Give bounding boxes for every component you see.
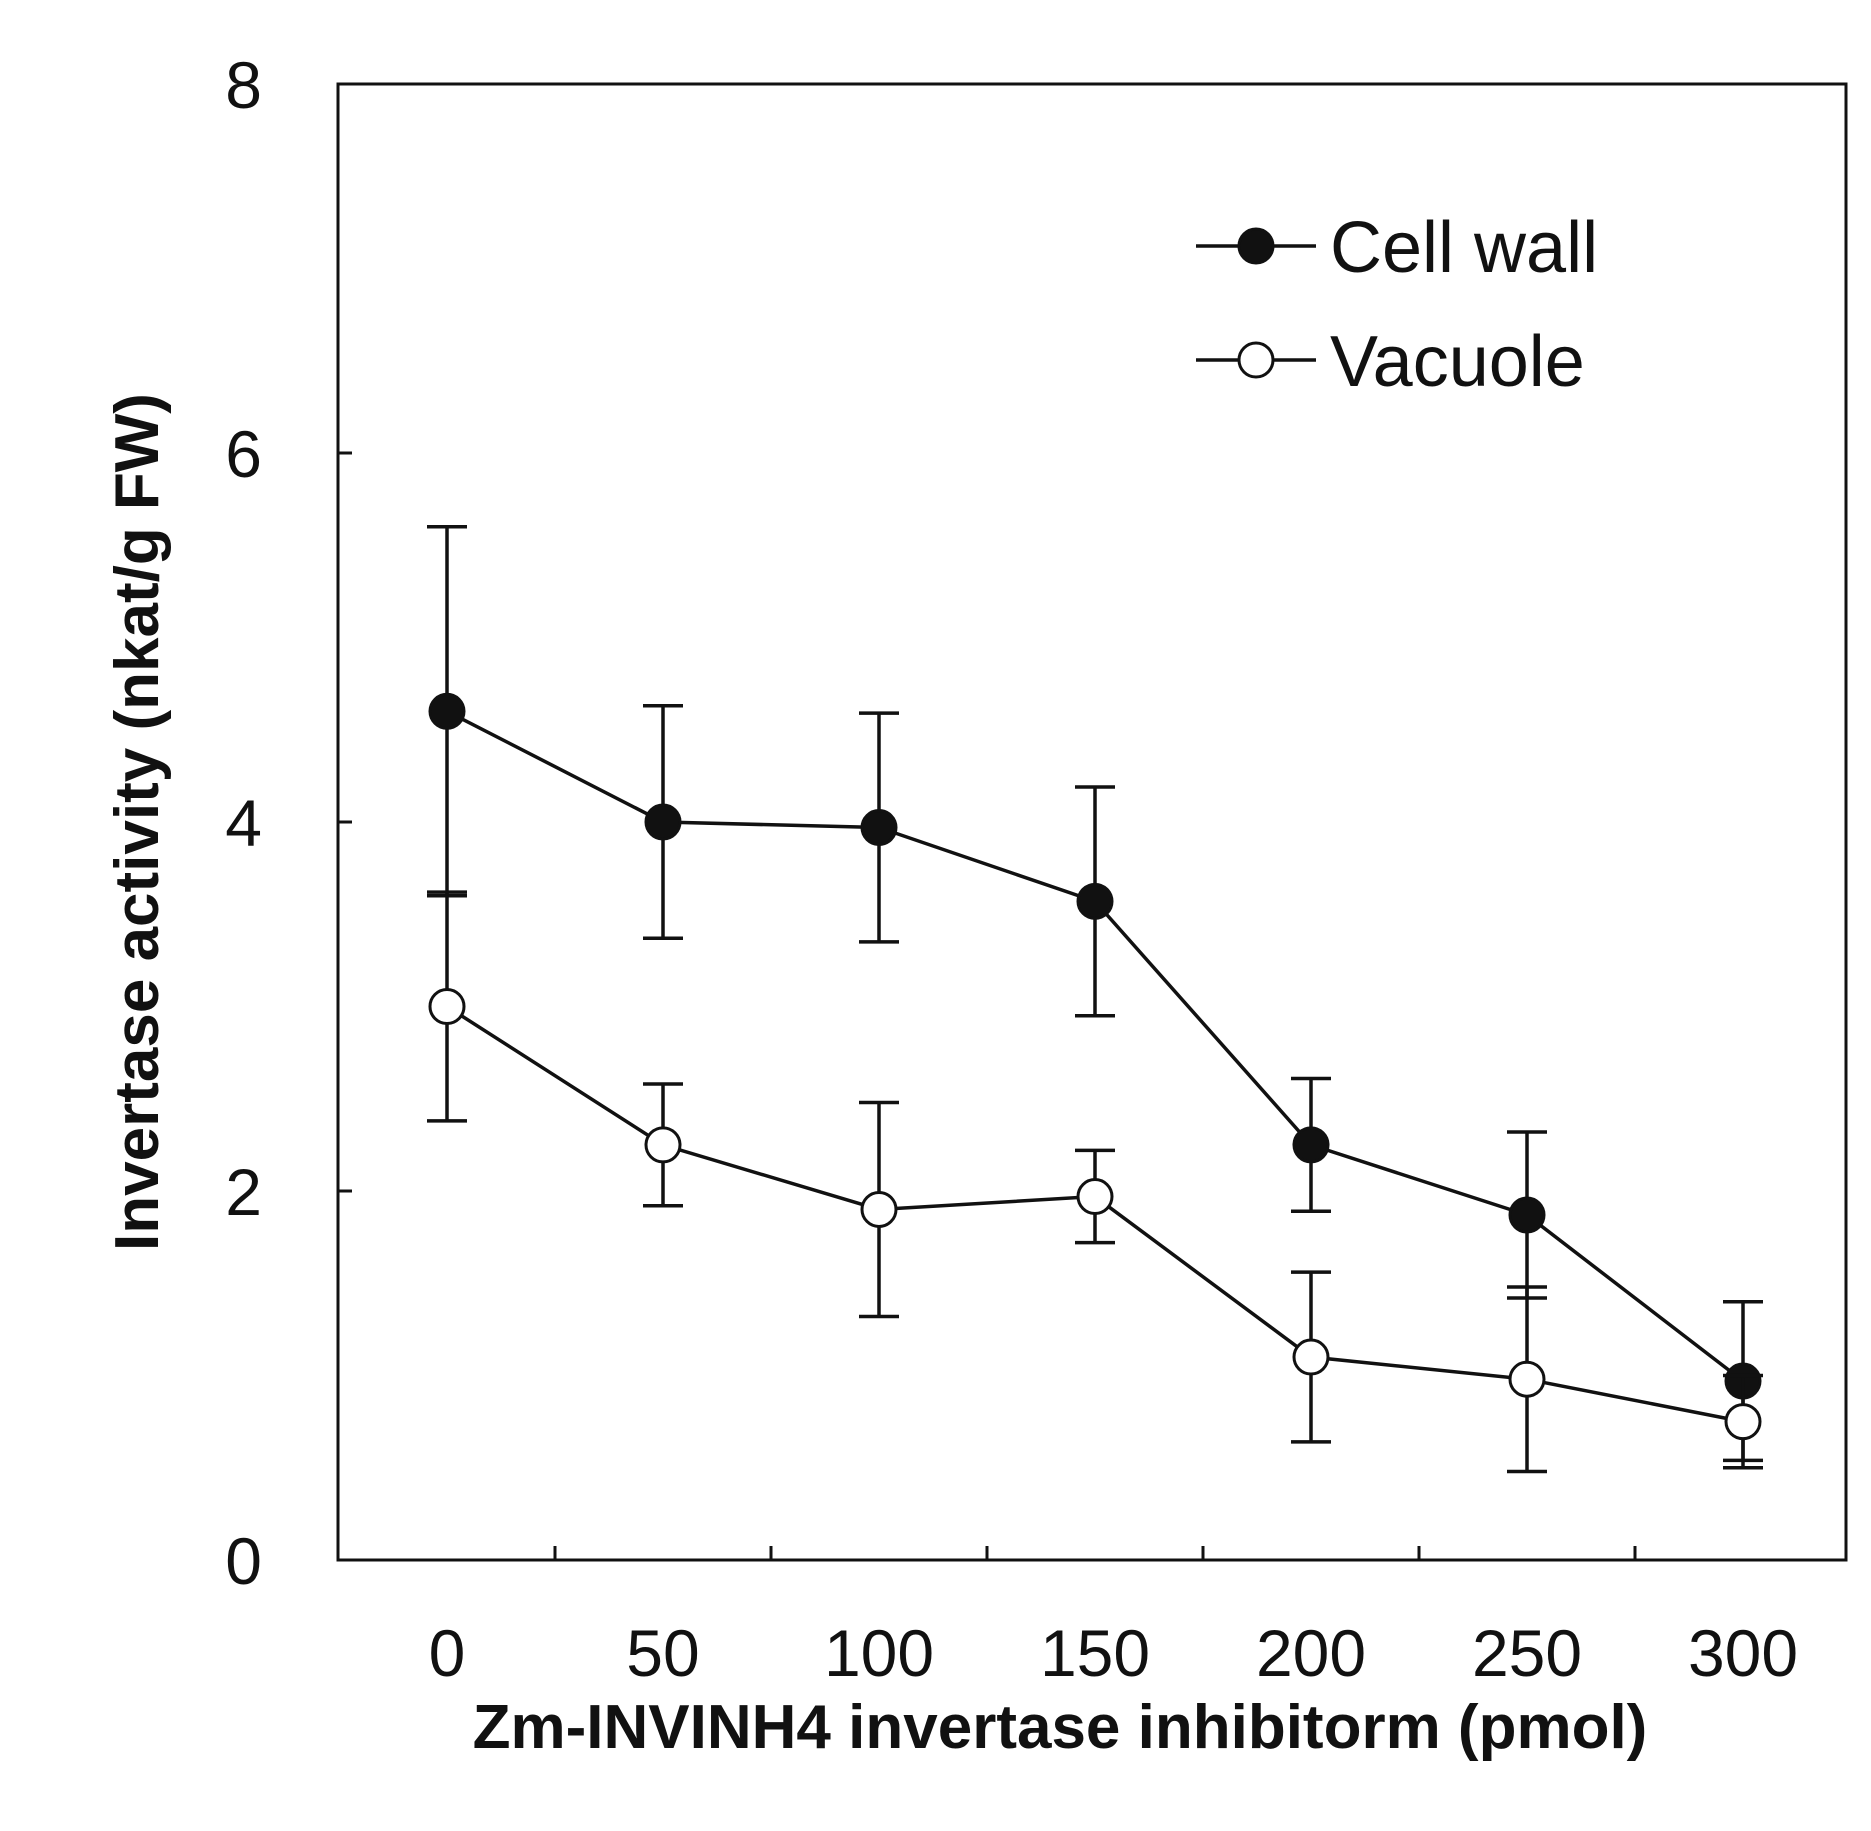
x-tick-label: 0 <box>429 1616 466 1690</box>
data-point <box>428 988 466 1025</box>
legend: Cell wall Vacuole <box>1196 208 1598 402</box>
y-tick-label: 4 <box>225 786 262 860</box>
y-tick-label: 6 <box>225 417 262 491</box>
x-tick-label: 250 <box>1472 1616 1582 1690</box>
legend-marker <box>1237 341 1275 379</box>
data-point <box>1508 1196 1546 1234</box>
plot-frame <box>336 82 1848 1562</box>
data-point <box>860 1190 898 1228</box>
x-tick-label: 200 <box>1256 1616 1366 1690</box>
y-tick-label: 8 <box>225 48 262 122</box>
data-point <box>1508 1360 1546 1398</box>
data-point <box>1292 1338 1330 1376</box>
data-point <box>860 809 898 847</box>
y-tick-label: 2 <box>225 1155 262 1229</box>
series-vacuole <box>427 890 1763 1474</box>
series-cell-wall <box>427 525 1763 1463</box>
legend-marker <box>1237 227 1275 265</box>
data-point <box>1292 1126 1330 1164</box>
data-point <box>1076 882 1114 920</box>
y-axis: 0 2 4 6 8 <box>225 48 352 1598</box>
y-tick-label: 0 <box>225 1524 262 1598</box>
data-point <box>644 1126 682 1164</box>
data-series <box>427 525 1763 1474</box>
x-tick-label: 50 <box>626 1616 699 1690</box>
x-axis-ticks <box>553 1546 1637 1560</box>
y-axis-title: Invertase activity (nkat/g FW) <box>103 393 172 1251</box>
x-axis-title: Zm-INVINH4 invertase inhibitorm (pmol) <box>473 1693 1648 1762</box>
x-tick-label: 100 <box>824 1616 934 1690</box>
data-point <box>644 803 682 841</box>
legend-label: Vacuole <box>1330 322 1585 402</box>
data-point <box>1724 1403 1762 1441</box>
x-tick-label: 150 <box>1040 1616 1150 1690</box>
data-point <box>428 692 466 730</box>
data-point <box>1076 1178 1114 1216</box>
x-tick-label: 300 <box>1688 1616 1798 1690</box>
x-axis: 0 50 100 150 200 250 300 <box>429 1616 1798 1690</box>
legend-label: Cell wall <box>1330 208 1598 288</box>
